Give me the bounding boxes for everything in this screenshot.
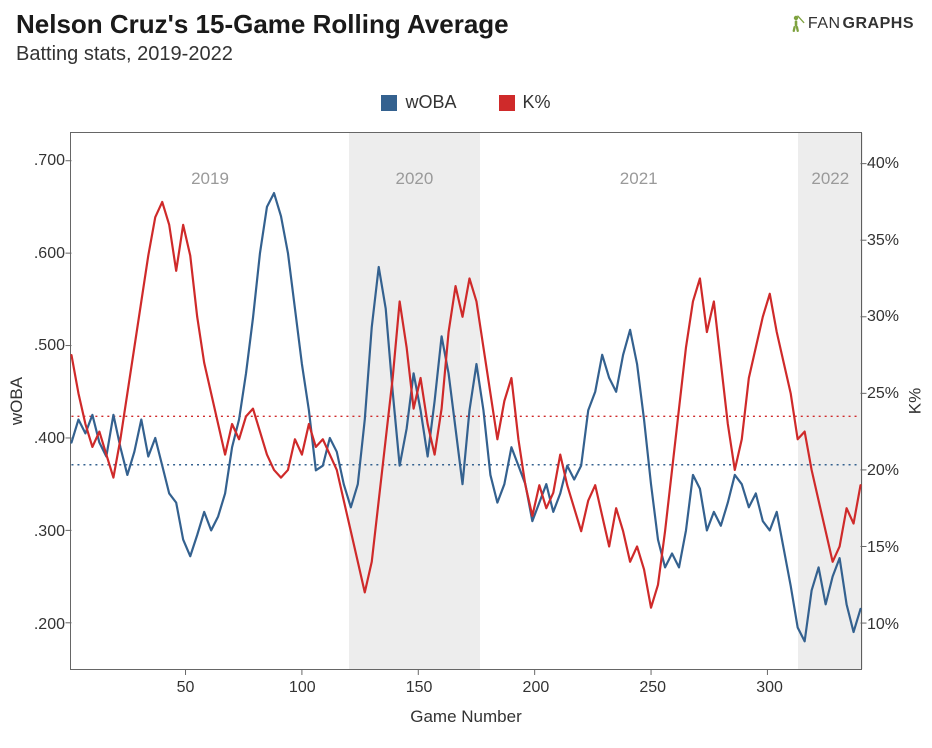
y-left-axis-label: wOBA xyxy=(7,377,27,425)
legend-item-woba: wOBA xyxy=(381,92,456,113)
x-tick-label: 300 xyxy=(756,679,783,697)
brand-suffix: GRAPHS xyxy=(843,15,914,33)
chart-subtitle: Batting stats, 2019-2022 xyxy=(16,43,509,66)
x-tick-label: 100 xyxy=(289,679,316,697)
y-left-tick-label: .500 xyxy=(21,337,65,355)
x-tick-label: 200 xyxy=(523,679,550,697)
y-right-tick-label: 35% xyxy=(867,232,911,250)
title-block: Nelson Cruz's 15-Game Rolling Average Ba… xyxy=(16,10,509,66)
year-label-2020: 2020 xyxy=(396,169,434,189)
fangraphs-logo: FANGRAPHS xyxy=(788,14,914,34)
legend-swatch-k xyxy=(499,95,515,111)
y-right-tick-label: 15% xyxy=(867,539,911,557)
series-line-K% xyxy=(71,202,860,608)
plot-area: wOBA K% Game Number 20192020202120225010… xyxy=(70,132,862,670)
year-label-2021: 2021 xyxy=(620,169,658,189)
chart-svg xyxy=(71,133,861,669)
y-right-tick-label: 10% xyxy=(867,616,911,634)
legend-swatch-woba xyxy=(381,95,397,111)
brand-prefix: FAN xyxy=(808,15,841,33)
y-right-tick-label: 20% xyxy=(867,462,911,480)
y-left-tick-label: .200 xyxy=(21,616,65,634)
y-right-tick-label: 30% xyxy=(867,308,911,326)
legend-label-k: K% xyxy=(523,92,551,113)
y-left-tick-label: .600 xyxy=(21,245,65,263)
x-axis-label: Game Number xyxy=(410,707,521,727)
x-tick-label: 50 xyxy=(177,679,195,697)
chart-title: Nelson Cruz's 15-Game Rolling Average xyxy=(16,10,509,39)
legend-item-k: K% xyxy=(499,92,551,113)
y-left-tick-label: .400 xyxy=(21,430,65,448)
year-label-2019: 2019 xyxy=(191,169,229,189)
y-left-tick-label: .300 xyxy=(21,523,65,541)
x-tick-label: 150 xyxy=(406,679,433,697)
y-right-tick-label: 25% xyxy=(867,385,911,403)
year-label-2022: 2022 xyxy=(811,169,849,189)
y-right-tick-label: 40% xyxy=(867,155,911,173)
chart-container: Nelson Cruz's 15-Game Rolling Average Ba… xyxy=(0,0,932,748)
y-left-tick-label: .700 xyxy=(21,152,65,170)
legend-label-woba: wOBA xyxy=(405,92,456,113)
legend: wOBA K% xyxy=(0,92,932,113)
x-tick-label: 250 xyxy=(639,679,666,697)
batter-icon xyxy=(788,14,806,34)
